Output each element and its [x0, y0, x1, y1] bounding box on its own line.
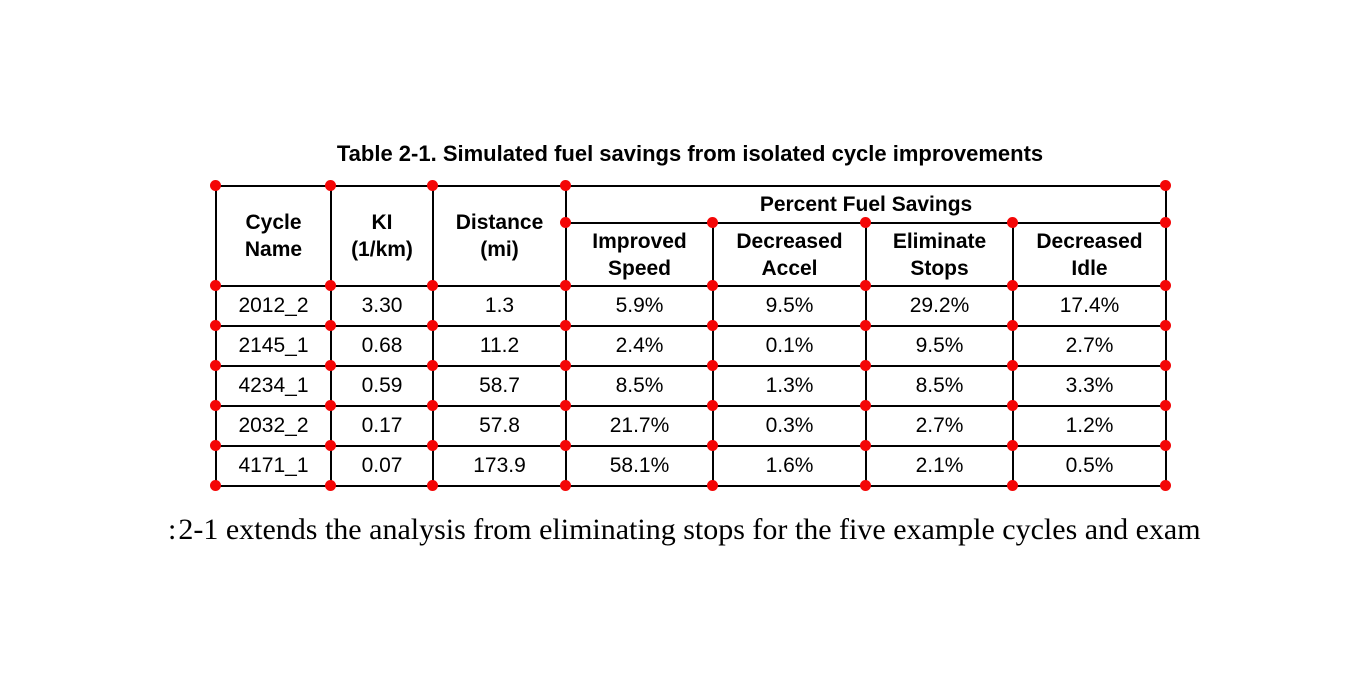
- table-cell: 2.7%: [865, 405, 1014, 447]
- sub-header-eliminate-stops: Eliminate Stops: [865, 222, 1014, 287]
- table-cell: 8.5%: [865, 365, 1014, 407]
- table-cell: 4234_1: [215, 365, 332, 407]
- table-body: 2012_2 3.30 1.3 5.9% 9.5% 29.2% 17.4% 2145_1 0.6…: [215, 285, 1168, 487]
- table-cell: 9.5%: [712, 285, 867, 327]
- table-cell: 57.8: [432, 405, 567, 447]
- table-cell: 58.7: [432, 365, 567, 407]
- table-cell: 11.2: [432, 325, 567, 367]
- table-cell: 0.5%: [1011, 445, 1168, 487]
- table-cell: 2145_1: [215, 325, 332, 367]
- paragraph-text-content: 2-1 extends the analysis from eliminatin…: [178, 513, 1201, 546]
- table-cell: 1.6%: [712, 445, 867, 487]
- col-header-distance: Distance (mi): [432, 185, 567, 287]
- table-cell: 1.3: [432, 285, 567, 327]
- table-cell: 0.59: [330, 365, 434, 407]
- table-cell: 1.2%: [1011, 405, 1168, 447]
- table-cell: 3.30: [330, 285, 434, 327]
- table-cell: 8.5%: [565, 365, 714, 407]
- table-row: 2032_2 0.17 57.8 21.7% 0.3% 2.7% 1.2%: [215, 405, 1168, 447]
- table-caption: Table 2-1. Simulated fuel savings from i…: [336, 141, 1044, 166]
- fuel-savings-table: Cycle Name KI (1/km) Distance (mi) Perce…: [215, 185, 1168, 487]
- table-cell: 1.3%: [712, 365, 867, 407]
- table-row: 2145_1 0.68 11.2 2.4% 0.1% 9.5% 2.7%: [215, 325, 1168, 367]
- table-cell: 2012_2: [215, 285, 332, 327]
- table-cell: 0.07: [330, 445, 434, 487]
- table-cell: 2.4%: [565, 325, 714, 367]
- table-cell: 173.9: [432, 445, 567, 487]
- table-cell: 17.4%: [1011, 285, 1168, 327]
- table-row: 4171_1 0.07 173.9 58.1% 1.6% 2.1% 0.5%: [215, 445, 1168, 487]
- col-header-cycle-name: Cycle Name: [215, 185, 332, 287]
- sub-header-decreased-idle: Decreased Idle: [1011, 222, 1168, 287]
- col-header-ki: KI (1/km): [330, 185, 434, 287]
- table-cell: 0.68: [330, 325, 434, 367]
- table-cell: 21.7%: [565, 405, 714, 447]
- table-row: 4234_1 0.59 58.7 8.5% 1.3% 8.5% 3.3%: [215, 365, 1168, 407]
- group-header-percent-fuel-savings: Percent Fuel Savings: [564, 185, 1168, 224]
- table-cell: 0.3%: [712, 405, 867, 447]
- sub-header-decreased-accel: Decreased Accel: [712, 222, 867, 287]
- cropped-character: :: [168, 513, 177, 546]
- table-cell: 5.9%: [565, 285, 714, 327]
- table-cell: 0.17: [330, 405, 434, 447]
- table-row: 2012_2 3.30 1.3 5.9% 9.5% 29.2% 17.4%: [215, 285, 1168, 327]
- table-cell: 58.1%: [565, 445, 714, 487]
- table-cell: 29.2%: [865, 285, 1014, 327]
- sub-header-improved-speed: Improved Speed: [565, 222, 714, 287]
- table-cell: 2.1%: [865, 445, 1014, 487]
- table-cell: 2.7%: [1011, 325, 1168, 367]
- table-cell: 4171_1: [215, 445, 332, 487]
- paragraph-text: :2-1 extends the analysis from eliminati…: [168, 513, 1201, 547]
- table-cell: 0.1%: [712, 325, 867, 367]
- table-cell: 2032_2: [215, 405, 332, 447]
- table-cell: 9.5%: [865, 325, 1014, 367]
- table-cell: 3.3%: [1011, 365, 1168, 407]
